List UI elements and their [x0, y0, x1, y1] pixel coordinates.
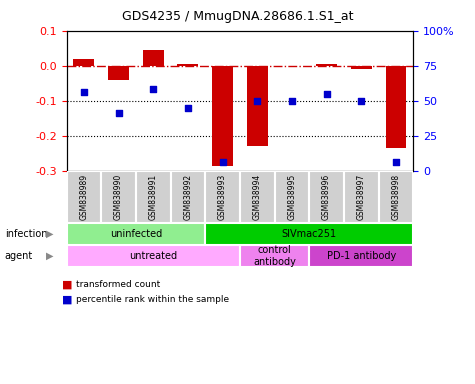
Bar	[143, 50, 163, 66]
Bar	[101, 171, 136, 223]
Text: GSM838990: GSM838990	[114, 174, 123, 220]
Bar	[309, 245, 413, 267]
Point	[288, 98, 295, 104]
Point	[115, 110, 123, 116]
Point	[80, 89, 88, 95]
Point	[392, 159, 400, 165]
Text: uninfected: uninfected	[110, 229, 162, 239]
Bar	[247, 66, 267, 146]
Text: GSM838991: GSM838991	[149, 174, 158, 220]
Text: ▶: ▶	[46, 229, 54, 239]
Bar	[205, 171, 240, 223]
Point	[218, 159, 227, 165]
Text: untreated: untreated	[129, 251, 177, 261]
Text: GSM838992: GSM838992	[183, 174, 192, 220]
Bar	[275, 171, 309, 223]
Point	[254, 98, 261, 104]
Text: ■: ■	[62, 280, 72, 290]
Bar	[212, 66, 233, 166]
Text: GSM838997: GSM838997	[357, 174, 366, 220]
Text: PD-1 antibody: PD-1 antibody	[327, 251, 396, 261]
Point	[184, 105, 192, 111]
Bar	[386, 66, 406, 148]
Text: control
antibody: control antibody	[253, 245, 296, 267]
Text: transformed count: transformed count	[76, 280, 160, 289]
Bar	[66, 245, 240, 267]
Text: GSM838993: GSM838993	[218, 174, 227, 220]
Point	[323, 91, 331, 97]
Text: GSM838998: GSM838998	[391, 174, 400, 220]
Text: percentile rank within the sample: percentile rank within the sample	[76, 295, 229, 305]
Bar	[351, 66, 371, 69]
Text: GDS4235 / MmugDNA.28686.1.S1_at: GDS4235 / MmugDNA.28686.1.S1_at	[122, 10, 353, 23]
Point	[358, 98, 365, 104]
Bar	[66, 223, 205, 245]
Text: GSM838989: GSM838989	[79, 174, 88, 220]
Bar	[171, 171, 205, 223]
Bar	[240, 171, 275, 223]
Bar	[205, 223, 413, 245]
Text: GSM838994: GSM838994	[253, 174, 262, 220]
Text: agent: agent	[5, 251, 33, 261]
Text: infection: infection	[5, 229, 47, 239]
Bar	[316, 64, 337, 66]
Bar	[178, 64, 198, 66]
Text: GSM838995: GSM838995	[287, 174, 296, 220]
Bar	[309, 171, 344, 223]
Bar	[344, 171, 379, 223]
Text: ■: ■	[62, 295, 72, 305]
Bar	[74, 59, 94, 66]
Text: GSM838996: GSM838996	[322, 174, 331, 220]
Bar	[379, 171, 413, 223]
Text: SIVmac251: SIVmac251	[282, 229, 337, 239]
Bar	[240, 245, 309, 267]
Bar	[66, 171, 101, 223]
Bar	[108, 66, 129, 80]
Point	[149, 86, 157, 92]
Bar	[136, 171, 171, 223]
Text: ▶: ▶	[46, 251, 54, 261]
